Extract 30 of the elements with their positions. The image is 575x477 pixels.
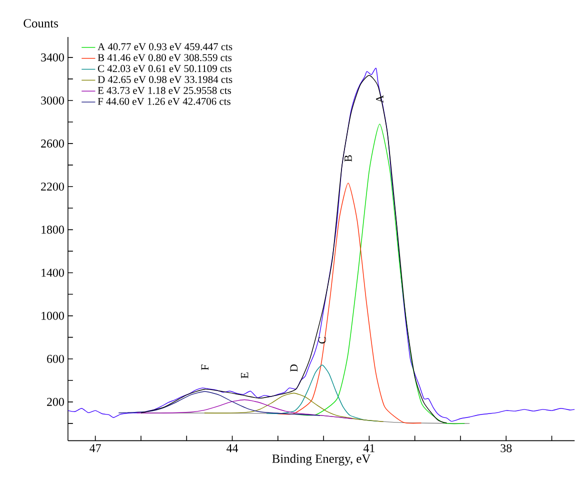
legend-label: B 41.46 eV 0.80 eV 308.559 cts	[98, 54, 232, 62]
annotation: E	[241, 372, 248, 379]
legend-label: D 42.65 eV 0.98 eV 33.1984 cts	[98, 76, 232, 84]
y-tick-label: 600	[47, 355, 64, 364]
x-tick-label: 47	[90, 444, 101, 452]
y-tick-label: 2200	[41, 182, 64, 191]
line-series	[136, 400, 353, 420]
x-axis-title: Binding Energy, eV	[272, 454, 371, 466]
y-tick-label: 3000	[41, 96, 64, 105]
y-tick-label: 1000	[42, 312, 64, 320]
y-tick-label: 3400	[41, 54, 64, 62]
x-tick-label: 41	[363, 444, 374, 452]
annotation: F	[201, 364, 208, 370]
y-tick-label: 1800	[42, 226, 64, 234]
y-tick-label: 2600	[41, 140, 64, 148]
line-series	[118, 391, 320, 416]
legend-label: C 42.03 eV 0.61 eV 50.1109 cts	[98, 65, 232, 72]
annotation: A	[376, 95, 384, 104]
y-axis-title: Counts	[24, 19, 58, 28]
annotation: C	[318, 337, 326, 344]
y-tick-label: 1400	[42, 268, 64, 277]
annotation: B	[344, 155, 352, 162]
x-tick-label: 44	[226, 444, 238, 452]
legend-label: F 44.60 eV 1.26 eV 42.4706 cts	[98, 98, 230, 106]
legend-label: A 40.77 eV 0.93 eV 459.447 cts	[98, 43, 232, 50]
legend-label: E 43.73 eV 1.18 eV 25.9558 cts	[98, 87, 232, 94]
y-tick-label: 200	[47, 398, 64, 406]
annotation: D	[290, 364, 298, 372]
x-tick-label: 38	[500, 444, 512, 452]
line-series	[204, 392, 384, 422]
